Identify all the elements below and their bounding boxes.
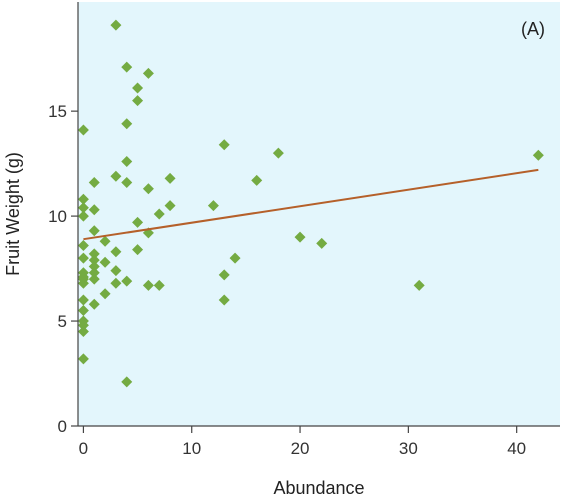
data-point (88, 204, 100, 216)
data-point (77, 277, 89, 289)
data-point (121, 177, 133, 189)
y-tick-label: 10 (48, 207, 67, 226)
data-point (132, 216, 144, 228)
data-point (272, 147, 284, 159)
data-point (77, 294, 89, 306)
y-axis-title: Fruit Weight (g) (3, 152, 23, 276)
panel-label: (A) (521, 19, 545, 39)
x-axis-title: Abundance (273, 478, 364, 498)
data-point (88, 177, 100, 189)
x-tick-label: 20 (291, 439, 310, 458)
data-point (121, 118, 133, 130)
data-point (77, 353, 89, 365)
data-point (110, 170, 122, 182)
data-point (77, 326, 89, 338)
data-point (132, 244, 144, 256)
data-point (110, 277, 122, 289)
x-tick-label: 30 (399, 439, 418, 458)
data-point (77, 305, 89, 317)
data-point (88, 260, 100, 272)
data-point (218, 294, 230, 306)
data-point (77, 271, 89, 283)
plot-area (78, 2, 560, 426)
data-point (121, 376, 133, 388)
data-point (77, 124, 89, 136)
data-point (132, 95, 144, 107)
data-point (110, 265, 122, 277)
data-point (218, 269, 230, 281)
data-point (110, 246, 122, 258)
x-tick-label: 40 (507, 439, 526, 458)
data-point (99, 235, 111, 247)
data-point (121, 275, 133, 287)
data-point (229, 252, 241, 264)
data-point (77, 319, 89, 331)
data-point (142, 67, 154, 79)
data-point (532, 149, 544, 161)
trend-line (83, 168, 539, 241)
data-point (77, 210, 89, 222)
data-points (77, 19, 544, 388)
data-point (88, 248, 100, 260)
data-point (164, 200, 176, 212)
data-point (121, 156, 133, 168)
data-point (88, 225, 100, 237)
x-tick-label: 10 (182, 439, 201, 458)
data-point (88, 267, 100, 279)
data-point (413, 279, 425, 291)
data-point (164, 172, 176, 184)
data-point (142, 183, 154, 195)
data-point (218, 139, 230, 151)
data-point (77, 202, 89, 214)
data-point (251, 174, 263, 186)
data-point (121, 61, 133, 73)
data-point (88, 254, 100, 266)
data-point (132, 82, 144, 94)
data-point (294, 231, 306, 243)
axes: 0 5 10 15 0 10 20 30 40 (48, 2, 560, 458)
data-point (110, 19, 122, 31)
data-point (316, 237, 328, 249)
data-point (77, 193, 89, 205)
data-point (77, 252, 89, 264)
data-point (153, 208, 165, 220)
data-point (207, 200, 219, 212)
data-point (88, 273, 100, 285)
y-tick-label: 5 (58, 312, 67, 331)
data-point (142, 279, 154, 291)
x-tick-label: 0 (79, 439, 88, 458)
y-tick-label: 0 (58, 417, 67, 436)
data-point (88, 298, 100, 310)
data-point (153, 279, 165, 291)
data-point (77, 239, 89, 251)
data-point (99, 256, 111, 268)
y-tick-label: 15 (48, 102, 67, 121)
data-point (99, 288, 111, 300)
